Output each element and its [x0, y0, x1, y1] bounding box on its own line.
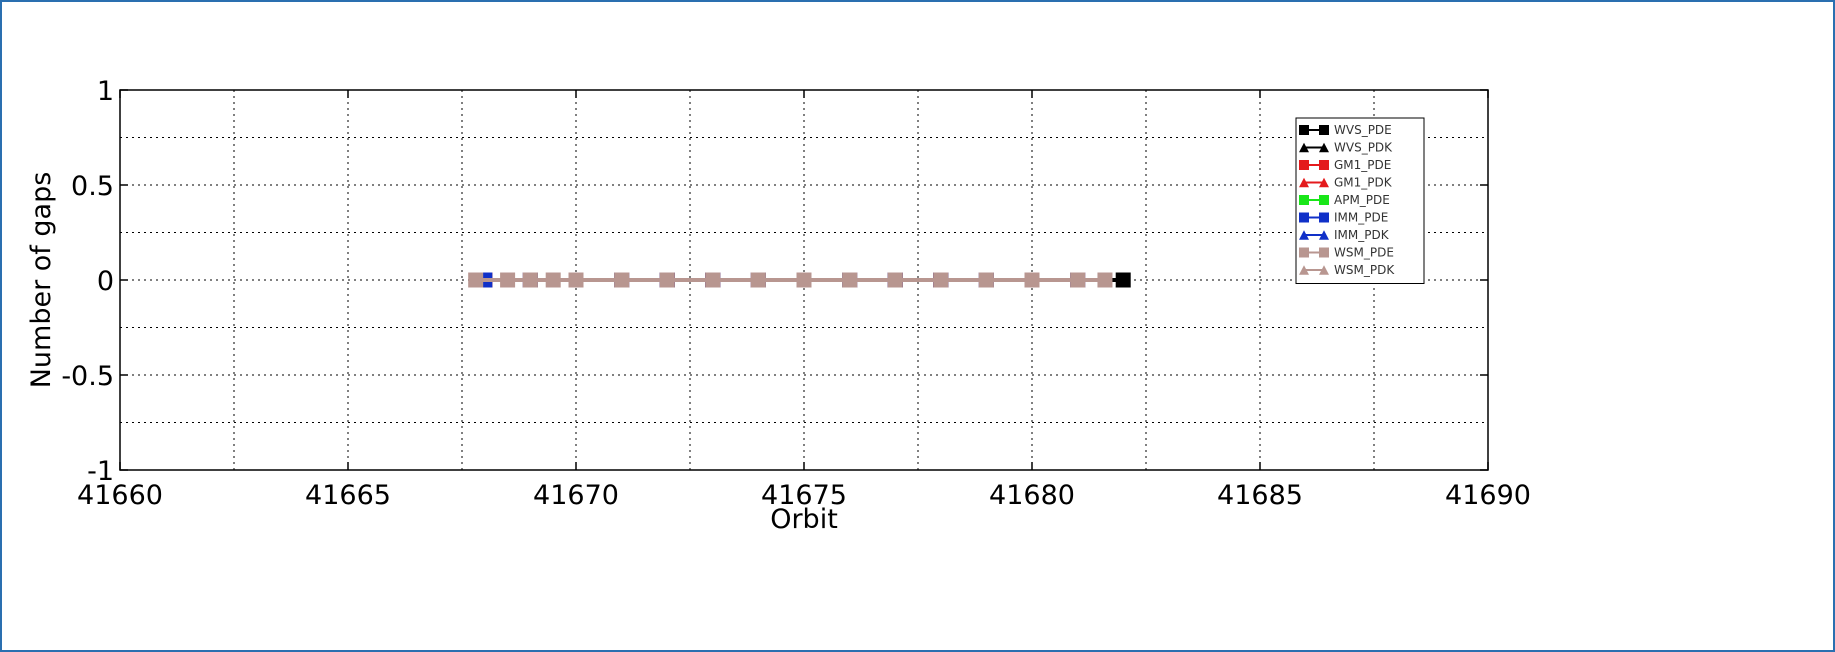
legend-marker [1319, 230, 1329, 240]
legend-marker [1319, 177, 1329, 188]
y-tick-label: -0.5 [61, 361, 114, 392]
data-point [500, 272, 516, 288]
data-point [1070, 272, 1086, 288]
data-point [887, 272, 903, 288]
legend-marker [1299, 125, 1309, 135]
x-tick-label: 41670 [533, 480, 619, 511]
legend-marker [1319, 160, 1329, 170]
x-tick-label: 41680 [989, 480, 1075, 511]
data-point [978, 272, 994, 288]
data-point [796, 272, 812, 288]
x-tick-label: 41690 [1445, 480, 1531, 511]
series-WSM_PDK [659, 272, 1086, 288]
legend-label: GM1_PDK [1334, 176, 1393, 190]
legend-item: GM1_PDK [1299, 176, 1393, 190]
series [468, 272, 1131, 288]
data-point [705, 272, 721, 288]
x-tick-label: 41675 [761, 480, 847, 511]
legend-item: WVS_PDK [1299, 141, 1393, 155]
data-point [842, 272, 858, 288]
data-point [522, 272, 538, 288]
legend-label: WSM_PDE [1334, 246, 1394, 260]
legend-item: IMM_PDE [1299, 211, 1388, 225]
data-point [933, 272, 949, 288]
legend-label: WSM_PDK [1334, 263, 1395, 277]
legend-marker [1299, 177, 1309, 188]
legend-label: IMM_PDE [1334, 211, 1388, 225]
legend-marker [1319, 265, 1329, 275]
data-point [545, 272, 561, 288]
legend-marker [1319, 212, 1329, 223]
y-tick-label: 0.5 [71, 171, 114, 202]
legend-marker [1299, 230, 1309, 240]
data-point [1097, 272, 1113, 288]
y-tick-label: 1 [97, 76, 114, 107]
legend-item: WSM_PDK [1299, 263, 1395, 277]
data-point [468, 272, 484, 288]
legend-item: APM_PDE [1299, 193, 1390, 207]
legend-label: APM_PDE [1334, 193, 1390, 207]
legend-marker [1299, 142, 1309, 153]
legend-marker [1319, 125, 1329, 135]
x-tick-label: 41685 [1217, 480, 1303, 511]
legend-label: GM1_PDE [1334, 158, 1391, 172]
legend-marker [1319, 142, 1329, 153]
legend-marker [1299, 195, 1309, 205]
legend-marker [1319, 247, 1329, 258]
legend-marker [1299, 247, 1309, 258]
legend-item: WSM_PDE [1299, 246, 1394, 260]
x-tick-label: 41665 [305, 480, 391, 511]
legend-item: WVS_PDE [1299, 123, 1392, 137]
x-tick-label: 41660 [77, 480, 163, 511]
y-tick-label: -1 [87, 456, 114, 487]
data-point [1115, 272, 1131, 288]
grid-lines [120, 90, 1488, 470]
legend-marker [1299, 160, 1309, 170]
data-point [659, 272, 675, 288]
y-tick-label: 0 [97, 266, 114, 297]
legend-label: IMM_PDK [1334, 228, 1390, 242]
data-point [568, 272, 584, 288]
legend-marker [1299, 265, 1309, 275]
legend-item: GM1_PDE [1299, 158, 1391, 172]
legend-marker [1319, 195, 1329, 205]
y-axis-label: Number of gaps [26, 172, 57, 389]
legend-label: WVS_PDE [1334, 123, 1392, 137]
x-axis-label: Orbit [770, 504, 838, 535]
legend-marker [1299, 212, 1309, 223]
axis-ticks: 41660 41665 41670 41675 41680 41685 41690 -1 -0.… [61, 76, 1531, 511]
legend-item: IMM_PDK [1299, 228, 1390, 242]
data-point [1024, 272, 1040, 288]
data-point [614, 272, 630, 288]
data-point [750, 272, 766, 288]
legend: WVS_PDE WVS_PDK GM1_PDE GM1_PDK APM_PDE IMM_P… [1295, 117, 1425, 284]
legend-label: WVS_PDK [1334, 141, 1393, 155]
